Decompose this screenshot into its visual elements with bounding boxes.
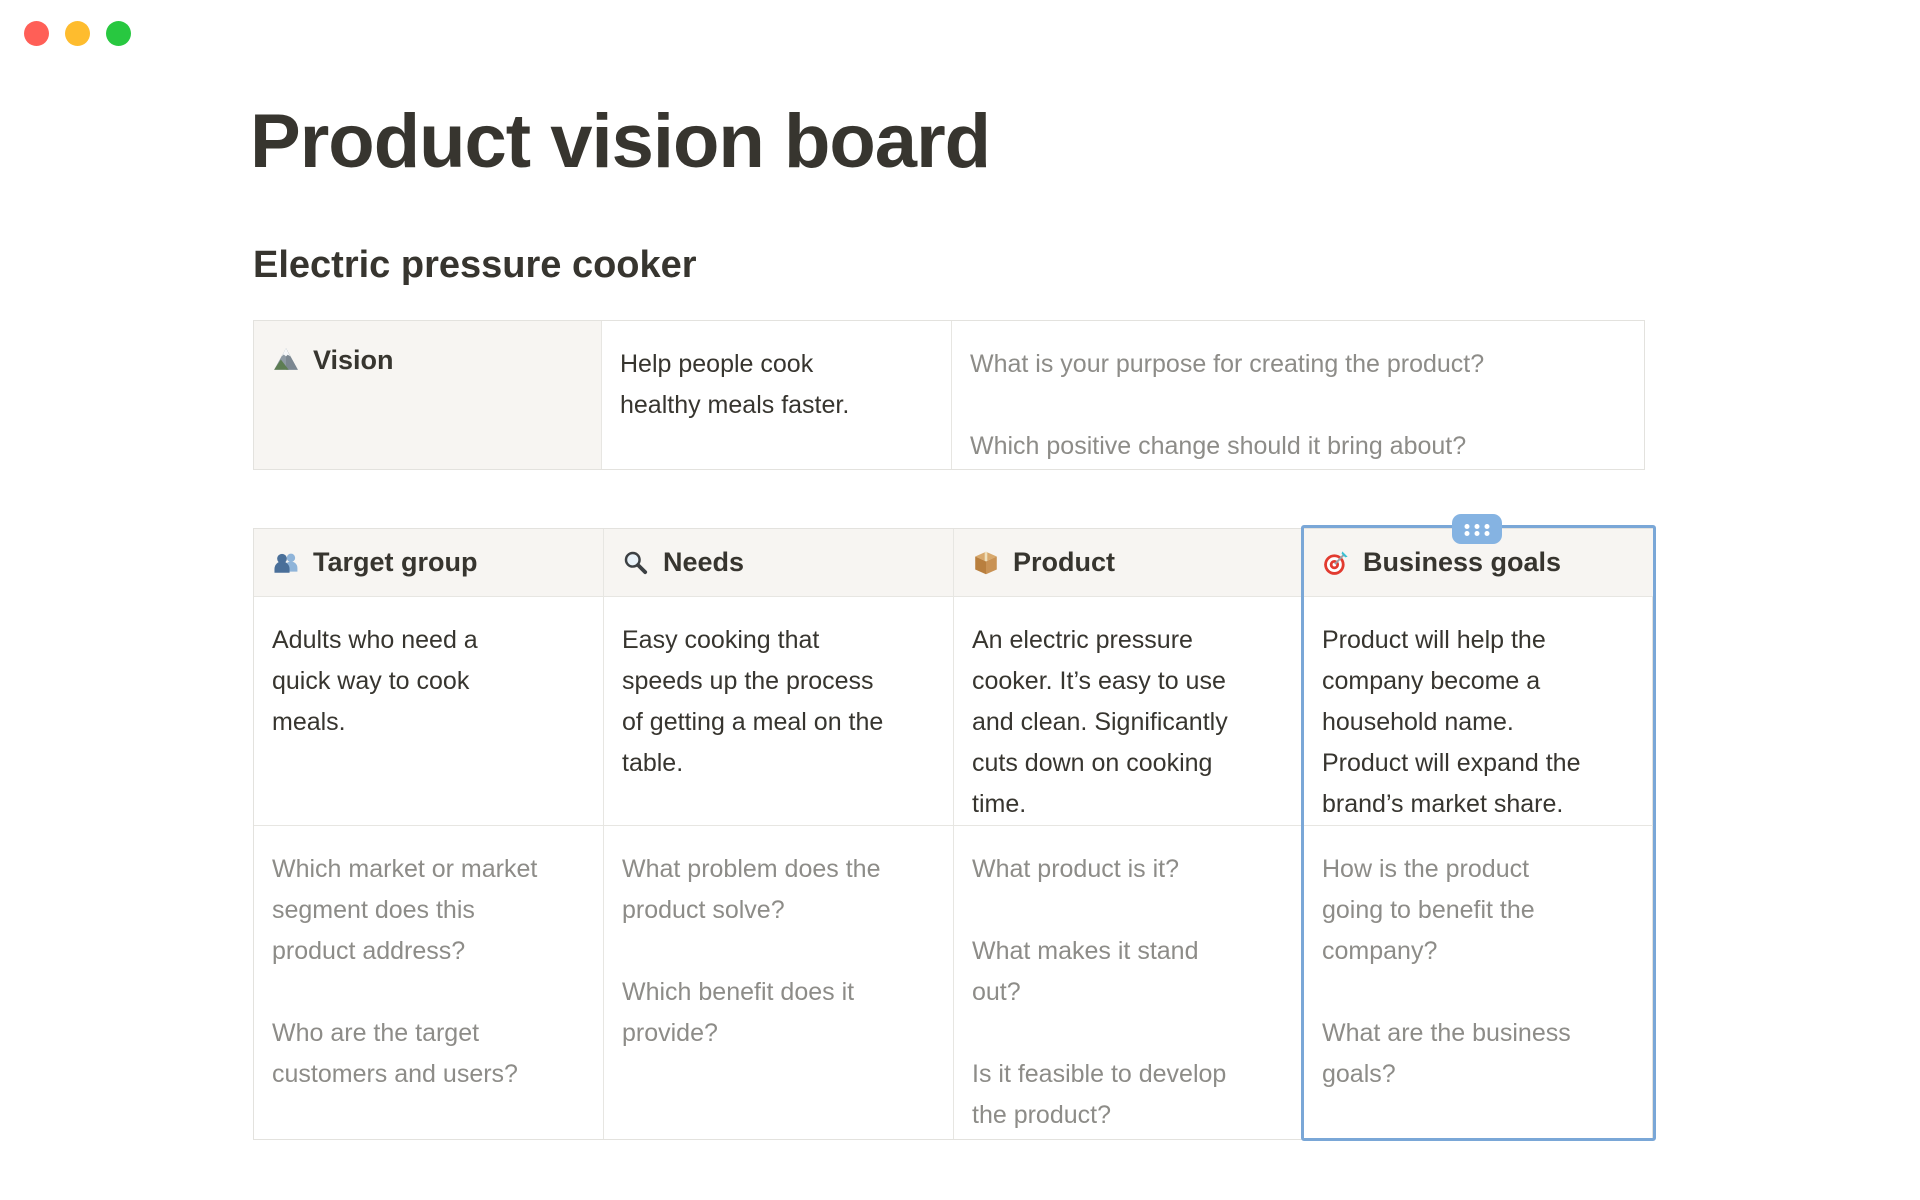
prompt-text: What product is it? — [972, 855, 1180, 883]
vision-header-cell[interactable]: Vision — [254, 321, 602, 469]
window-controls — [24, 21, 131, 46]
zoom-button[interactable] — [106, 21, 131, 46]
page-title[interactable]: Product vision board — [250, 99, 991, 184]
vision-prompts-cell[interactable]: What is your purpose for creating the pr… — [952, 321, 1646, 469]
vision-answer-text: Help people cook healthy meals faster. — [620, 350, 850, 419]
column-header-needs[interactable]: Needs — [604, 529, 954, 597]
product-answer-cell[interactable]: An electric pressure cooker. It’s easy t… — [954, 597, 1304, 826]
vision-prompt: What is your purpose for creating the pr… — [970, 350, 1485, 378]
product-prompts-cell[interactable]: What product is it? What makes it stand … — [954, 826, 1304, 1139]
prompt-text: What makes it stand out? — [972, 937, 1199, 1006]
business-goals-answer-cell[interactable]: Product will help the company become a h… — [1304, 597, 1654, 826]
target-icon — [1322, 549, 1350, 577]
column-header-label: Product — [1013, 547, 1116, 577]
answer-text: Easy cooking that speeds up the process … — [622, 626, 884, 777]
column-header-business-goals[interactable]: Business goals — [1304, 529, 1654, 597]
prompt-text: Is it feasible to develop the product? — [972, 1060, 1227, 1129]
needs-prompts-cell[interactable]: What problem does the product solve? Whi… — [604, 826, 954, 1139]
page-subtitle[interactable]: Electric pressure cooker — [253, 244, 697, 286]
column-header-label: Target group — [313, 547, 478, 577]
column-header-label: Business goals — [1363, 547, 1562, 577]
answer-text: Adults who need a quick way to cook meal… — [272, 626, 478, 736]
prompt-text: What problem does the product solve? — [622, 855, 881, 924]
column-header-target-group[interactable]: Target group — [254, 529, 604, 597]
prompt-text: Who are the target customers and users? — [272, 1019, 518, 1088]
column-drag-handle[interactable] — [1452, 514, 1502, 544]
vision-answer-cell[interactable]: Help people cook healthy meals faster. — [602, 321, 952, 469]
target-group-answer-cell[interactable]: Adults who need a quick way to cook meal… — [254, 597, 604, 826]
vision-prompt: Which positive change should it bring ab… — [970, 432, 1467, 460]
business-goals-prompts-cell[interactable]: How is the product going to benefit the … — [1304, 826, 1654, 1139]
magnifier-icon — [622, 549, 650, 577]
close-button[interactable] — [24, 21, 49, 46]
target-group-prompts-cell[interactable]: Which market or market segment does this… — [254, 826, 604, 1139]
busts-icon — [272, 549, 300, 577]
drag-dots-icon — [1460, 521, 1494, 538]
prompt-text: How is the product going to benefit the … — [1322, 855, 1535, 965]
column-header-product[interactable]: Product — [954, 529, 1304, 597]
prompt-text: Which benefit does it provide? — [622, 978, 855, 1047]
column-header-label: Needs — [663, 547, 745, 577]
board-table: Target group Needs Product — [253, 528, 1654, 1140]
mountain-icon — [272, 345, 300, 373]
answer-text: An electric pressure cooker. It’s easy t… — [972, 626, 1228, 818]
prompt-text: What are the business goals? — [1322, 1019, 1571, 1088]
vision-table: Vision Help people cook healthy meals fa… — [253, 320, 1645, 470]
prompt-text: Which market or market segment does this… — [272, 855, 538, 965]
vision-header-label: Vision — [313, 345, 394, 375]
needs-answer-cell[interactable]: Easy cooking that speeds up the process … — [604, 597, 954, 826]
minimize-button[interactable] — [65, 21, 90, 46]
answer-text: Product will help the company become a h… — [1322, 626, 1581, 818]
package-icon — [972, 549, 1000, 577]
